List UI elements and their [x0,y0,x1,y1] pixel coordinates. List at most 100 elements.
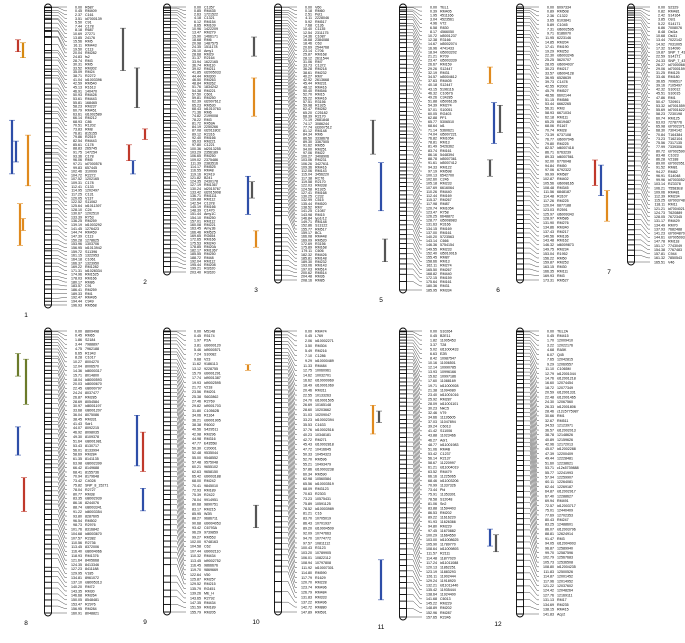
marker-connector [406,385,422,409]
marker-connector [51,113,67,126]
marker-position: 16.68 [303,38,312,42]
marker-name: RM190 [557,45,569,49]
marker-name: 12238621 [557,461,573,465]
marker-position: 110.56 [71,541,82,545]
marker-name: 7743049 [668,244,682,248]
marker-connector [51,424,67,446]
marker-name: 9890751 [204,503,218,507]
marker-position: 99.96 [656,178,665,182]
marker-connector [406,126,422,143]
marker-name: id6007046 [557,137,574,141]
marker-name: R2769 [204,400,215,404]
marker-connector [523,513,539,539]
marker-position: 3.51 [75,17,82,21]
marker-position: 178.03 [71,277,82,281]
marker-connector [523,168,539,179]
marker-position: 81.21 [303,512,312,516]
marker-name: 10454323 [315,453,331,457]
marker-name: S10264 [440,329,452,333]
marker-name: id1013942 [85,246,102,250]
marker-position: 111.56 [544,190,554,194]
marker-position: 62.63 [192,470,201,474]
marker-connector [523,223,539,232]
marker-connector [406,210,422,229]
marker-name: id7000576 [85,162,102,166]
marker-position: 100.27 [301,155,312,159]
marker-connector [406,32,422,49]
marker-name: RM3 [557,107,565,111]
marker-name: R3166 [440,223,451,227]
marker-connector [51,204,67,214]
marker-position: 37.63 [428,79,437,83]
marker-name: V50 [204,573,210,577]
marker-name: RM511 [557,419,568,423]
marker-connector [523,164,539,175]
marker-name: 147254 [85,150,97,154]
marker-name: RM250 [204,216,216,220]
marker-position: 199.21 [190,267,201,271]
marker-position: 3.04 [430,18,437,22]
marker-name: 12200409 [557,452,573,456]
marker-position: 136.25 [71,219,82,223]
marker-connector [51,534,67,552]
marker-name: RM55 [315,144,325,148]
marker-name: R1613 [85,86,96,90]
marker-name: 1622165 [204,60,218,64]
marker-position: 155.79 [190,610,201,614]
marker-position: 18.46 [303,42,312,46]
marker-connector [281,377,297,401]
marker-position: 14.62 [303,374,312,378]
marker-connector [51,373,67,393]
marker-name: V46 [668,260,674,264]
marker-connector [406,527,422,550]
marker-name: 12014952 [557,579,573,583]
marker-connector [523,572,539,586]
linkage-group-number: 10 [252,619,260,626]
marker-connector [523,396,539,421]
marker-name: RM166 [204,136,216,140]
marker-connector [634,184,650,201]
marker-connector [51,486,67,508]
marker-connector [170,411,186,439]
marker-name: S14048 [668,174,680,178]
marker-position: 118.93 [71,554,82,558]
marker-connector [406,253,422,266]
marker-position: 9.71 [547,32,554,36]
marker-name: R2316 [204,132,215,136]
marker-position: 189.33 [71,292,82,296]
marker-connector [281,215,297,233]
marker-connector [281,28,297,40]
marker-position: 68.09 [303,487,312,491]
marker-position: 4.18 [194,16,201,20]
marker-name: C136 [315,24,324,28]
marker-name: C949 [85,299,94,303]
linkage-group-number: 2 [143,279,147,286]
marker-position: 62.98 [303,477,312,481]
marker-name: T28 [440,343,446,347]
marker-connector [51,27,67,38]
marker-name: 11594403 [440,506,456,510]
marker-position: 143.98 [301,213,312,217]
marker-position: 28.12 [303,56,312,60]
marker-connector [281,181,297,201]
marker-position: 152.96 [426,611,437,615]
marker-position: 174.96 [71,273,82,277]
marker-name: RM517 [315,227,327,231]
marker-name: R758 [440,210,449,214]
marker-position: 18.49 [303,384,312,388]
marker-position: 91.52 [656,166,665,170]
marker-name: RM5 [85,63,93,67]
marker-name: 10822112 [315,556,331,560]
marker-position: 98.73 [73,523,82,527]
marker-connector [523,147,539,157]
marker-position: 197.03 [301,267,312,271]
marker-connector [170,162,186,175]
marker-name: S11062 [85,200,97,204]
marker-name: RM229 [440,602,452,606]
marker-position: 15.90 [192,34,201,38]
marker-connector [170,38,186,48]
marker-position: 19.93 [192,381,201,385]
marker-connector [406,102,422,118]
marker-name: RM3 [557,274,565,278]
